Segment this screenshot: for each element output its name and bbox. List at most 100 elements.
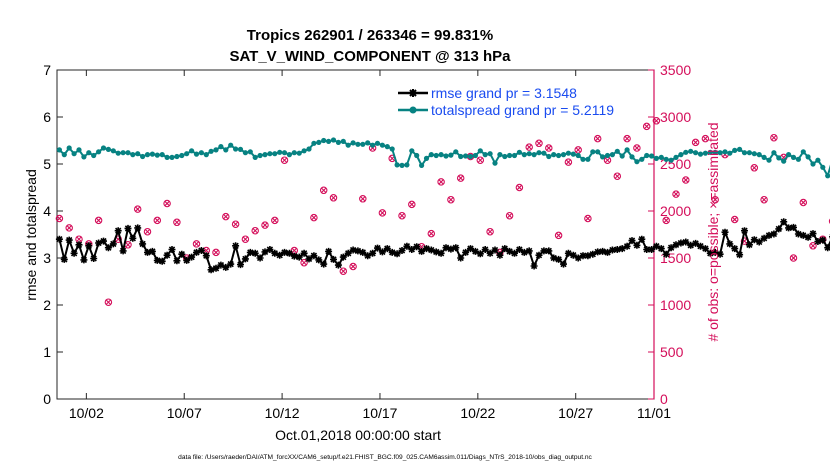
rmse-point xyxy=(584,252,592,260)
rmse-point xyxy=(80,256,88,264)
rmse-point xyxy=(408,246,416,253)
spread-point xyxy=(237,146,244,152)
spread-point xyxy=(198,150,204,156)
rmse-point xyxy=(511,249,518,257)
obs-possible-marker xyxy=(94,216,103,225)
rmse-point xyxy=(134,224,142,232)
obs-point xyxy=(319,186,328,195)
x-tick-label: 10/12 xyxy=(265,405,300,421)
obs-assimilated-marker xyxy=(702,136,708,142)
rmse-point xyxy=(388,248,396,256)
spread-point xyxy=(502,153,508,160)
spread-point xyxy=(776,155,782,161)
spread-point xyxy=(189,148,195,154)
spread-point xyxy=(330,137,337,143)
obs-assimilated-marker xyxy=(105,299,111,305)
spread-point xyxy=(472,152,478,159)
obs-possible-marker xyxy=(652,117,661,125)
rmse-point xyxy=(721,228,729,236)
obs-assimilated-marker xyxy=(438,179,444,185)
obs-assimilated-marker xyxy=(56,215,62,222)
obs-assimilated-marker xyxy=(614,173,620,179)
obs-possible-marker xyxy=(65,224,73,232)
obs-point xyxy=(642,122,651,131)
spread-point xyxy=(389,146,395,152)
spread-point xyxy=(404,162,410,168)
spread-point xyxy=(374,140,381,146)
obs-assimilated-marker xyxy=(516,184,522,191)
spread-point xyxy=(365,140,371,146)
rmse-point xyxy=(745,241,753,249)
rmse-point xyxy=(564,249,572,257)
rmse-point xyxy=(334,261,342,269)
spread-point xyxy=(438,152,444,158)
obs-assimilated-marker xyxy=(751,165,757,171)
rmse-point xyxy=(163,251,171,259)
x-axis: 10/02 10/07 10/12 10/17 10/22 10/27 11/01 xyxy=(69,70,671,421)
obs-possible-marker xyxy=(349,262,357,271)
spread-point xyxy=(546,153,552,160)
rmse-point xyxy=(589,250,597,258)
rmse-point xyxy=(555,255,563,263)
rmse-point xyxy=(447,245,455,253)
spread-point xyxy=(604,152,611,159)
spread-point xyxy=(511,152,518,159)
spread-point xyxy=(286,152,292,158)
rmse-point xyxy=(129,234,137,242)
rmse-point xyxy=(271,249,279,257)
rmse-point xyxy=(711,248,719,256)
spread-point xyxy=(800,149,806,155)
rmse-point xyxy=(716,250,724,258)
spread-point xyxy=(164,154,170,160)
rmse-point xyxy=(726,240,734,248)
obs-point xyxy=(525,143,533,151)
rmse-point xyxy=(525,247,533,255)
rmse-point xyxy=(183,256,191,264)
rmse-point xyxy=(530,262,538,270)
spread-point xyxy=(560,152,567,158)
obs-point xyxy=(456,174,465,182)
obs-assimilated-marker xyxy=(556,232,562,238)
rmse-point xyxy=(124,224,132,232)
obs-point xyxy=(94,216,103,225)
spread-point xyxy=(355,141,361,147)
spread-point xyxy=(135,151,141,157)
rmse-point xyxy=(682,238,690,246)
rmse-point xyxy=(442,244,450,252)
obs-point xyxy=(310,213,318,222)
spread-point xyxy=(428,152,434,158)
x-axis-label: Oct.01,2018 00:00:00 start xyxy=(275,427,441,443)
obs-point xyxy=(271,216,279,225)
rmse-point xyxy=(657,245,665,253)
spread-point xyxy=(614,148,620,154)
spread-point xyxy=(639,156,645,162)
obs-point xyxy=(447,195,455,204)
obs-possible-marker xyxy=(593,134,602,143)
obs-possible-marker xyxy=(750,164,759,172)
rmse-point xyxy=(697,242,704,250)
rmse-point xyxy=(266,246,274,253)
legend: rmse grand pr = 3.1548 totalspread grand… xyxy=(398,85,614,118)
rmse-point xyxy=(804,233,812,241)
y-left-tick-label: 3 xyxy=(43,250,51,266)
obs-assimilated-marker xyxy=(575,147,581,153)
spread-point xyxy=(242,150,248,156)
obs-assimilated-marker xyxy=(340,268,346,274)
obs-possible-marker xyxy=(809,242,817,250)
obs-assimilated-marker xyxy=(526,144,532,150)
obs-possible-marker xyxy=(163,199,171,208)
rmse-point xyxy=(95,239,103,247)
obs-possible-marker xyxy=(691,138,700,147)
obs-point xyxy=(339,267,348,275)
obs-point xyxy=(222,212,230,221)
obs-assimilated-marker xyxy=(379,210,385,216)
obs-possible-marker xyxy=(515,183,524,192)
rmse-point xyxy=(648,246,656,253)
obs-point xyxy=(437,178,445,186)
rmse-point xyxy=(344,249,352,257)
obs-possible-marker xyxy=(613,172,622,180)
spread-point xyxy=(683,149,689,155)
obs-possible-marker xyxy=(133,205,142,213)
obs-possible-marker xyxy=(554,231,563,240)
spread-point xyxy=(600,154,606,160)
